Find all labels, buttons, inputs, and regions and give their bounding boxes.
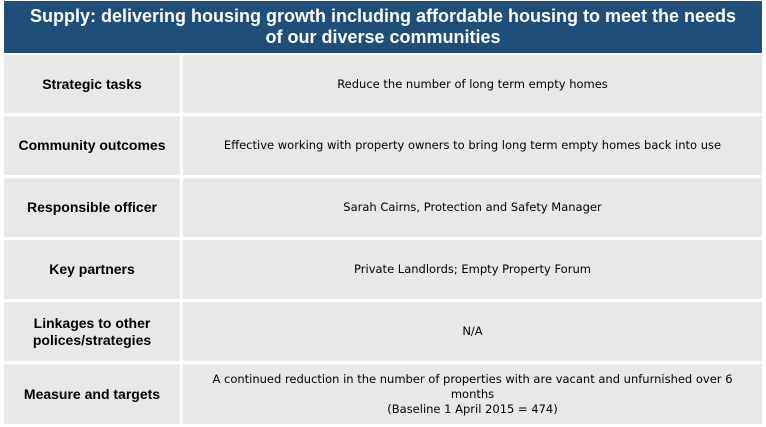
row-responsible-officer: Responsible officer Sarah Cairns, Protec…	[4, 178, 762, 237]
value-key-partners: Private Landlords; Empty Property Forum	[183, 240, 762, 299]
table-header: Supply: delivering housing growth includ…	[4, 1, 762, 53]
value-measure-line-1: A continued reduction in the number of p…	[212, 371, 733, 401]
label-community-outcomes: Community outcomes	[4, 116, 180, 175]
label-key-partners: Key partners	[4, 240, 180, 299]
value-community-outcomes: Effective working with property owners t…	[183, 116, 762, 175]
label-linkages-line-1: Linkages to other	[33, 314, 151, 331]
document-table: Supply: delivering housing growth includ…	[4, 1, 762, 424]
value-linkages: N/A	[183, 302, 762, 361]
header-title-line-2: of our diverse communities	[265, 27, 501, 47]
row-linkages: Linkages to other polices/strategies N/A	[4, 302, 762, 361]
value-measure-and-targets: A continued reduction in the number of p…	[183, 364, 762, 424]
row-community-outcomes: Community outcomes Effective working wit…	[4, 116, 762, 175]
label-linkages-line-2: polices/strategies	[32, 331, 152, 348]
table-rows: Strategic tasks Reduce the number of lon…	[4, 55, 762, 424]
row-measure-and-targets: Measure and targets A continued reductio…	[4, 364, 762, 424]
label-responsible-officer: Responsible officer	[4, 178, 180, 237]
label-strategic-tasks: Strategic tasks	[4, 55, 180, 113]
label-measure-and-targets: Measure and targets	[4, 364, 180, 424]
row-strategic-tasks: Strategic tasks Reduce the number of lon…	[4, 55, 762, 113]
value-measure-line-2: (Baseline 1 April 2015 = 474)	[387, 401, 558, 416]
header-title-line-1: Supply: delivering housing growth includ…	[29, 6, 737, 26]
value-strategic-tasks: Reduce the number of long term empty hom…	[183, 55, 762, 113]
value-responsible-officer: Sarah Cairns, Protection and Safety Mana…	[183, 178, 762, 237]
label-linkages: Linkages to other polices/strategies	[4, 302, 180, 361]
row-key-partners: Key partners Private Landlords; Empty Pr…	[4, 240, 762, 299]
